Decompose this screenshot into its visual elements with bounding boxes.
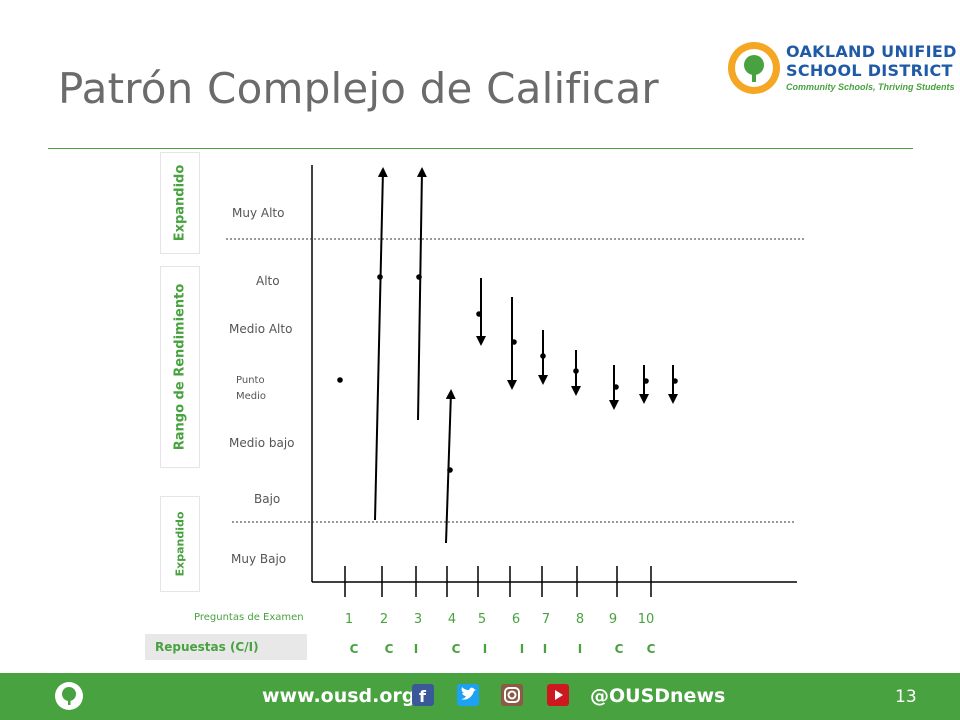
answer-mark: C <box>384 642 394 656</box>
question-number: 6 <box>511 612 521 627</box>
score-point <box>573 368 579 374</box>
score-point <box>643 378 649 384</box>
page-number: 13 <box>895 687 917 707</box>
answer-mark: I <box>577 642 583 656</box>
level-medio-alto: Medio Alto <box>229 322 293 336</box>
answer-mark: C <box>349 642 359 656</box>
answer-mark: I <box>519 642 525 656</box>
questions-label: Preguntas de Examen <box>194 612 304 623</box>
oak-tree-seal-icon <box>728 42 780 94</box>
score-point <box>447 467 453 473</box>
score-point <box>377 274 383 280</box>
answers-label-box: Repuestas (C/I) <box>145 634 307 660</box>
question-number: 2 <box>379 612 389 627</box>
question-number: 1 <box>344 612 354 627</box>
title-divider <box>48 148 913 149</box>
side-label-top-box: Expandido <box>160 152 200 254</box>
logo-line-1: OAKLAND UNIFIED <box>786 42 957 61</box>
twitter-icon[interactable] <box>457 684 479 706</box>
website-link[interactable]: www.ousd.org <box>262 685 416 707</box>
score-point <box>511 339 517 345</box>
score-point <box>337 377 343 383</box>
logo-line-2: SCHOOL DISTRICT <box>786 61 953 80</box>
score-point <box>416 274 422 280</box>
instagram-icon[interactable] <box>501 684 523 706</box>
logo-tagline: Community Schools, Thriving Students <box>786 82 955 92</box>
answer-mark: I <box>542 642 548 656</box>
facebook-icon[interactable]: f <box>412 684 434 706</box>
level-punto-medio-2: Medio <box>236 391 267 402</box>
question-number: 5 <box>477 612 487 627</box>
slide-title: Patrón Complejo de Calificar <box>58 64 659 113</box>
level-bajo: Bajo <box>254 492 281 506</box>
score-point <box>540 353 546 359</box>
score-range-arrow <box>416 167 427 421</box>
side-label-middle-box: Rango de Rendimiento <box>160 266 200 468</box>
answer-mark: C <box>451 642 461 656</box>
oak-tree-icon <box>55 682 83 710</box>
question-number: 10 <box>637 612 655 627</box>
question-number: 3 <box>413 612 423 627</box>
question-number: 9 <box>608 612 618 627</box>
answer-mark: I <box>413 642 419 656</box>
score-range-arrow <box>445 389 456 544</box>
svg-text:f: f <box>419 687 427 706</box>
level-alto: Alto <box>256 274 280 288</box>
question-number: 8 <box>575 612 585 627</box>
district-logo: OAKLAND UNIFIED SCHOOL DISTRICT Communit… <box>726 40 956 100</box>
score-point <box>613 384 619 390</box>
level-muy-alto: Muy Alto <box>232 206 285 220</box>
level-punto-medio-1: Punto <box>236 375 265 386</box>
level-muy-bajo: Muy Bajo <box>231 552 287 566</box>
answer-mark: I <box>482 642 488 656</box>
answers-label: Repuestas (C/I) <box>155 640 259 654</box>
score-point <box>672 378 678 384</box>
social-handle[interactable]: @OUSDnews <box>590 685 726 707</box>
footer-bar: www.ousd.org f @OUSDnews 13 <box>0 673 960 720</box>
answer-mark: C <box>646 642 656 656</box>
level-medio-bajo: Medio bajo <box>229 436 295 450</box>
score-range-arrow <box>374 167 388 521</box>
youtube-icon[interactable] <box>547 684 569 706</box>
side-label-bottom-box: Expandido <box>160 496 200 592</box>
question-number: 4 <box>447 612 457 627</box>
score-point <box>476 311 482 317</box>
question-number: 7 <box>541 612 551 627</box>
answer-mark: C <box>614 642 624 656</box>
